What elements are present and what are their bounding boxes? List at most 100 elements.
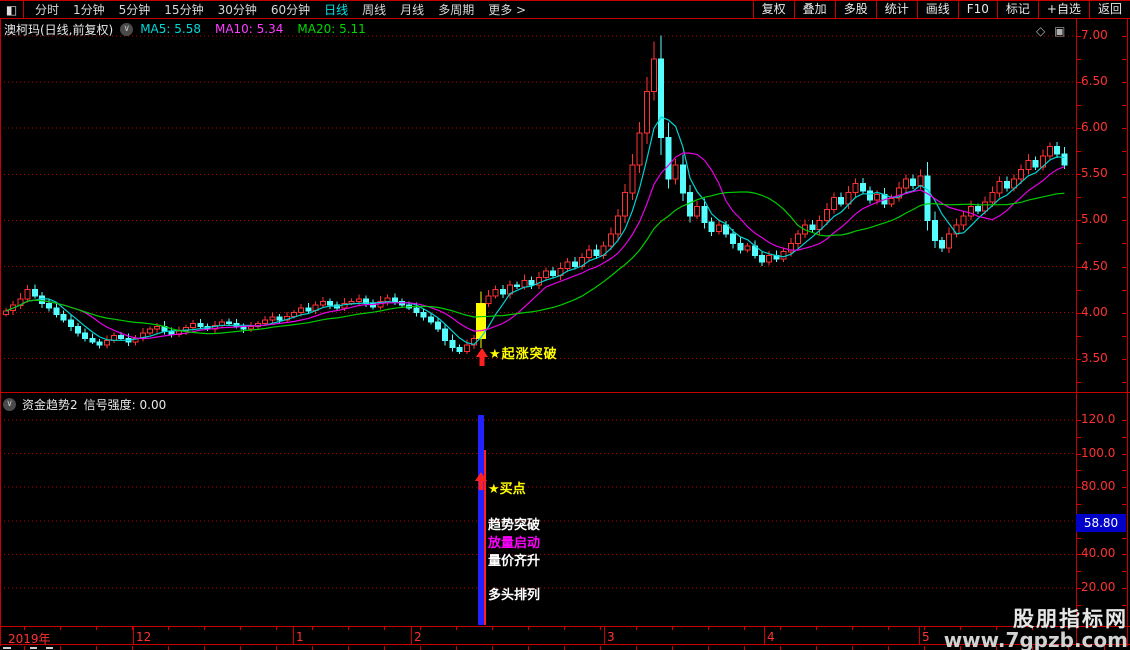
minor-tick xyxy=(636,627,637,630)
time-label-6: 5 xyxy=(922,630,930,644)
tool-button-8[interactable]: 返回 xyxy=(1088,1,1130,18)
tool-button-7[interactable]: +自选 xyxy=(1037,1,1089,18)
minor-tick xyxy=(276,646,277,650)
period-tab-10[interactable]: 更多 > xyxy=(488,3,527,17)
minor-tick xyxy=(168,627,169,630)
minor-tick xyxy=(348,646,349,650)
signal-label-0: ★买点 xyxy=(488,482,526,497)
clipped-text-fragment xyxy=(46,647,53,649)
minor-tick xyxy=(852,627,853,630)
minor-tick xyxy=(456,627,457,630)
period-tab-2[interactable]: 5分钟 xyxy=(118,3,151,17)
main-chart-area[interactable] xyxy=(0,18,1076,392)
period-tab-3[interactable]: 15分钟 xyxy=(164,3,204,17)
price-tick-label: 6.50 xyxy=(1081,74,1108,89)
clipped-text-fragment xyxy=(30,647,37,649)
minor-tick xyxy=(888,646,889,650)
tools-menu: 复权 叠加 多股 统计 画线 F10 标记 +自选 返回 xyxy=(752,1,1130,18)
period-tab-5[interactable]: 60分钟 xyxy=(270,3,311,17)
period-tab-8[interactable]: 月线 xyxy=(400,3,425,17)
axis-tick xyxy=(1077,436,1081,438)
minor-tick xyxy=(924,646,925,650)
axis-tick xyxy=(1122,487,1126,489)
axis-tick xyxy=(1122,220,1126,222)
price-tick-label: 4.00 xyxy=(1081,304,1108,319)
split-pane-icon: ◧ xyxy=(5,2,18,17)
time-axis: 2019年 12 1 2 3 4 5 xyxy=(0,626,1130,646)
minor-tick xyxy=(708,646,709,650)
axis-tick xyxy=(1077,420,1081,421)
axis-tick xyxy=(1122,289,1126,291)
watermark-site-name: 股朋指标网 xyxy=(1013,607,1128,631)
chevron-down-icon[interactable]: ∨ xyxy=(120,22,134,36)
time-label-0: 2019年 xyxy=(8,632,51,646)
tool-button-3[interactable]: 统计 xyxy=(875,1,917,18)
minor-tick xyxy=(420,627,421,630)
axis-tick xyxy=(1077,128,1081,130)
price-tick-label: 6.00 xyxy=(1081,120,1108,135)
axis-tick xyxy=(1122,243,1126,245)
panes-icon[interactable]: ▣ xyxy=(1054,24,1066,38)
period-tab-0[interactable]: 分时 xyxy=(35,3,60,17)
panel-divider xyxy=(0,392,1130,393)
period-tab-9[interactable]: 多周期 xyxy=(438,3,475,17)
signal-strength-label: 信号强度: 0.00 xyxy=(83,398,167,412)
tool-button-6[interactable]: 标记 xyxy=(996,1,1038,18)
time-label-2: 1 xyxy=(296,630,304,644)
axis-tick xyxy=(1077,571,1081,573)
axis-tick xyxy=(1077,358,1081,360)
minor-tick xyxy=(816,646,817,650)
ma-label-0: MA5: 5.58 xyxy=(140,22,201,36)
axis-tick xyxy=(1122,381,1126,383)
tool-button-1[interactable]: 叠加 xyxy=(793,1,835,18)
minor-tick xyxy=(204,646,205,650)
minor-tick xyxy=(672,646,673,650)
axis-tick xyxy=(1077,243,1081,245)
time-separator xyxy=(604,627,605,645)
window-layout-button[interactable]: ◧ xyxy=(0,1,24,18)
period-tab-4[interactable]: 30分钟 xyxy=(217,3,257,17)
price-tick-label: 4.50 xyxy=(1081,258,1108,273)
diamond-marker-icon[interactable]: ◇ xyxy=(1036,24,1046,38)
time-separator xyxy=(293,627,294,645)
axis-tick xyxy=(1122,504,1126,505)
minor-tick xyxy=(924,627,925,630)
period-tab-7[interactable]: 周线 xyxy=(362,3,387,17)
ma-label-2: MA20: 5.11 xyxy=(297,22,366,36)
breakout-annotation: ★起涨突破 xyxy=(489,347,558,362)
axis-tick xyxy=(1122,604,1126,606)
time-label-3: 2 xyxy=(414,630,422,644)
axis-tick xyxy=(1122,128,1126,130)
minor-tick xyxy=(132,627,133,630)
tool-button-2[interactable]: 多股 xyxy=(834,1,876,18)
period-tab-1[interactable]: 1分钟 xyxy=(73,3,105,17)
minor-tick xyxy=(744,627,745,630)
axis-tick xyxy=(1122,358,1126,360)
axis-tick xyxy=(1122,588,1126,589)
tool-button-0[interactable]: 复权 xyxy=(752,1,794,18)
tool-button-4[interactable]: 画线 xyxy=(916,1,958,18)
minor-tick xyxy=(492,627,493,630)
minor-tick xyxy=(1068,627,1069,630)
axis-tick xyxy=(1077,487,1081,489)
minor-tick xyxy=(1104,646,1105,650)
minor-tick xyxy=(96,627,97,630)
period-tab-6[interactable]: 日线 xyxy=(324,3,349,17)
minor-tick xyxy=(312,646,313,650)
ma-legend: MA5: 5.58 MA10: 5.34 MA20: 5.11 xyxy=(140,22,366,36)
minor-tick xyxy=(348,627,349,630)
chevron-down-icon[interactable]: ∨ xyxy=(3,398,16,411)
minor-tick xyxy=(996,627,997,630)
axis-tick xyxy=(1077,105,1081,107)
minor-tick xyxy=(96,646,97,650)
minor-tick xyxy=(996,646,997,650)
axis-tick xyxy=(1077,381,1081,383)
axis-line xyxy=(1076,18,1077,646)
tool-button-5[interactable]: F10 xyxy=(957,1,997,18)
minor-tick xyxy=(600,646,601,650)
minor-tick xyxy=(24,646,25,650)
sub-chart-area[interactable] xyxy=(0,392,1076,626)
time-separator xyxy=(133,627,134,645)
minor-tick xyxy=(636,646,637,650)
frame-line xyxy=(1127,18,1128,646)
